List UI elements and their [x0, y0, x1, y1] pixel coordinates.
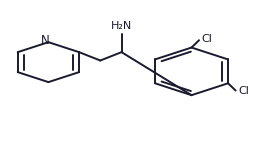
Text: N: N — [41, 34, 50, 47]
Text: Cl: Cl — [202, 34, 213, 44]
Text: Cl: Cl — [238, 86, 249, 96]
Text: H₂N: H₂N — [111, 21, 132, 31]
